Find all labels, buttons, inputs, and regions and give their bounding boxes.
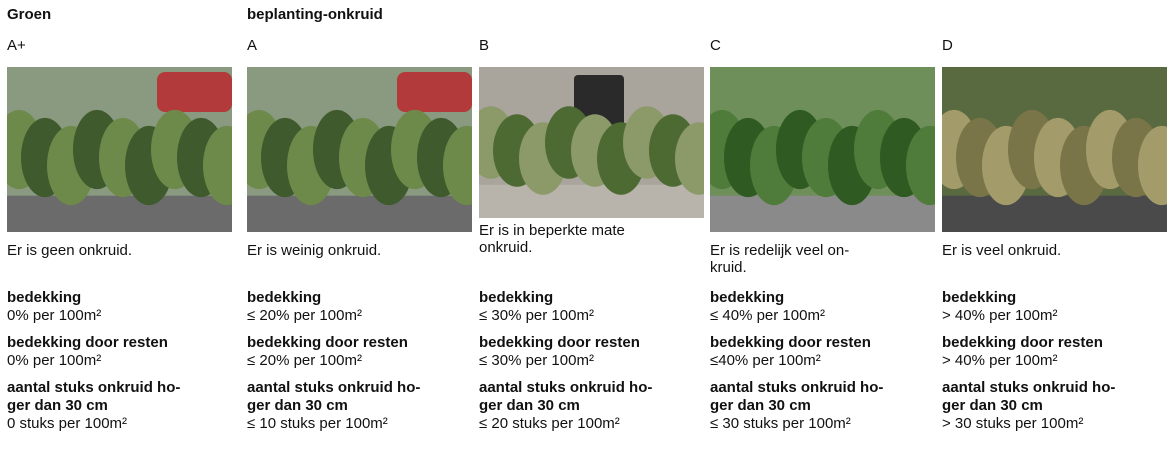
criterion-value: > 40% per 100m² bbox=[942, 307, 1057, 325]
criterion-value: > 30 stuks per 100m² bbox=[942, 415, 1083, 433]
criterion-value: ≤ 30% per 100m² bbox=[479, 307, 594, 325]
photo bbox=[942, 67, 1167, 232]
grade: B bbox=[479, 37, 489, 55]
criterion-label: bedekking door resten bbox=[247, 334, 408, 352]
criterion-label: aantal stuks onkruid ho- bbox=[7, 379, 180, 397]
criterion-label: bedekking door resten bbox=[479, 334, 640, 352]
criterion-value: ≤ 40% per 100m² bbox=[710, 307, 825, 325]
criterion-label: ger dan 30 cm bbox=[247, 397, 348, 415]
criterion-label: bedekking door resten bbox=[7, 334, 168, 352]
criterion-label: aantal stuks onkruid ho- bbox=[710, 379, 883, 397]
criterion-label: bedekking bbox=[7, 289, 81, 307]
criterion-value: 0% per 100m² bbox=[7, 352, 101, 370]
grade: A+ bbox=[7, 37, 26, 55]
description: onkruid. bbox=[479, 239, 532, 257]
photo bbox=[247, 67, 472, 232]
criterion-value: ≤ 30% per 100m² bbox=[479, 352, 594, 370]
grade: D bbox=[942, 37, 953, 55]
photo bbox=[710, 67, 935, 232]
criterion-value: 0% per 100m² bbox=[7, 307, 101, 325]
description: kruid. bbox=[710, 259, 747, 277]
description: Er is in beperkte mate bbox=[479, 222, 625, 240]
criterion-value: ≤ 30 stuks per 100m² bbox=[710, 415, 851, 433]
criterion-label: bedekking door resten bbox=[710, 334, 871, 352]
criterion-label: bedekking bbox=[710, 289, 784, 307]
criterion-label: ger dan 30 cm bbox=[710, 397, 811, 415]
description: Er is veel onkruid. bbox=[942, 242, 1061, 260]
description: Er is redelijk veel on- bbox=[710, 242, 849, 260]
criterion-value: ≤ 20% per 100m² bbox=[247, 307, 362, 325]
criterion-label: bedekking bbox=[479, 289, 553, 307]
photo bbox=[7, 67, 232, 232]
description: Er is geen onkruid. bbox=[7, 242, 132, 260]
criterion-label: ger dan 30 cm bbox=[942, 397, 1043, 415]
criterion-value: ≤ 20 stuks per 100m² bbox=[479, 415, 620, 433]
criterion-label: ger dan 30 cm bbox=[7, 397, 108, 415]
description: Er is weinig onkruid. bbox=[247, 242, 381, 260]
criterion-label: ger dan 30 cm bbox=[479, 397, 580, 415]
grade: C bbox=[710, 37, 721, 55]
criterion-label: aantal stuks onkruid ho- bbox=[942, 379, 1115, 397]
criterion-value: ≤40% per 100m² bbox=[710, 352, 821, 370]
criterion-label: bedekking bbox=[942, 289, 1016, 307]
page: Groen beplanting-onkruid (() => { const … bbox=[0, 0, 1171, 456]
section-title: Groen bbox=[7, 6, 51, 24]
criterion-value: > 40% per 100m² bbox=[942, 352, 1057, 370]
criterion-value: 0 stuks per 100m² bbox=[7, 415, 127, 433]
criterion-label: aantal stuks onkruid ho- bbox=[247, 379, 420, 397]
photo bbox=[479, 67, 704, 218]
criterion-label: bedekking door resten bbox=[942, 334, 1103, 352]
criterion-value: ≤ 10 stuks per 100m² bbox=[247, 415, 388, 433]
criterion-value: ≤ 20% per 100m² bbox=[247, 352, 362, 370]
criterion-label: aantal stuks onkruid ho- bbox=[479, 379, 652, 397]
criterion-label: bedekking bbox=[247, 289, 321, 307]
page-title: beplanting-onkruid bbox=[247, 6, 383, 24]
grade: A bbox=[247, 37, 257, 55]
